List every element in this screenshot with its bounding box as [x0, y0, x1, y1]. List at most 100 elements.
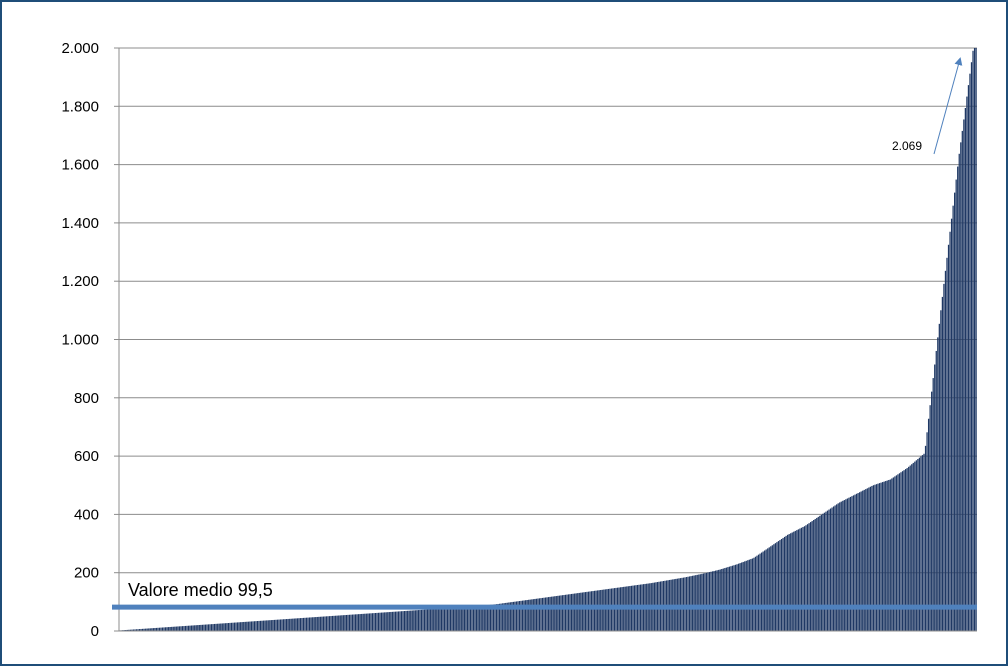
y-tick-label: 1.600: [61, 157, 99, 174]
bar: [695, 575, 697, 631]
axes: [114, 47, 977, 632]
bar: [520, 600, 522, 631]
bar: [250, 621, 253, 631]
bar: [388, 612, 390, 631]
bar: [181, 626, 184, 631]
bar: [137, 629, 139, 631]
bar: [578, 592, 580, 631]
bar: [187, 625, 190, 631]
mean-line-label: Valore medio 99,5: [128, 580, 273, 600]
bar: [192, 625, 194, 631]
bar: [538, 598, 541, 631]
bar: [492, 604, 495, 631]
bar: [298, 618, 300, 631]
bar: [430, 609, 432, 631]
bar: [177, 626, 179, 631]
bar: [138, 629, 141, 631]
bar: [469, 606, 472, 631]
bar: [286, 619, 288, 631]
bar: [537, 598, 539, 631]
bar: [512, 601, 515, 631]
bar: [140, 628, 142, 631]
bar: [915, 460, 917, 631]
bar: [832, 506, 835, 631]
bar: [233, 622, 236, 631]
bar: [351, 614, 354, 631]
bar: [820, 514, 822, 631]
bar: [800, 527, 803, 631]
bar: [892, 477, 894, 631]
bar: [169, 626, 171, 631]
bar: [837, 503, 839, 631]
bar: [877, 483, 879, 631]
bar: [377, 612, 380, 631]
bar: [911, 464, 913, 631]
bar: [319, 616, 321, 631]
bar: [253, 621, 256, 631]
bar: [525, 600, 527, 631]
bar: [203, 624, 205, 631]
bar: [422, 609, 424, 631]
bar: [730, 566, 732, 631]
bar: [836, 504, 838, 631]
bar: [174, 626, 176, 631]
bar: [166, 627, 168, 631]
gridlines: [119, 47, 977, 574]
bar: [745, 560, 747, 631]
bar: [276, 619, 279, 631]
bar: [278, 619, 280, 631]
bar: [191, 625, 193, 631]
bar: [129, 629, 131, 631]
bar: [212, 624, 214, 631]
bar: [373, 613, 375, 631]
bar: [572, 593, 574, 631]
bar: [240, 622, 242, 631]
bar: [900, 472, 902, 631]
bar: [716, 570, 718, 631]
bar: [354, 614, 357, 631]
bar: [263, 620, 265, 631]
bar: [440, 608, 443, 631]
bar: [954, 192, 956, 631]
bar: [909, 465, 911, 631]
bar: [750, 559, 752, 631]
bar: [353, 614, 355, 631]
bar: [224, 623, 226, 631]
bar: [221, 623, 223, 631]
bar: [244, 621, 246, 631]
bar: [207, 624, 210, 631]
bar: [451, 607, 453, 631]
bar: [423, 609, 426, 631]
bar: [569, 594, 571, 631]
bar: [168, 627, 170, 631]
bar: [267, 620, 269, 631]
bar: [774, 543, 777, 631]
bar: [575, 593, 577, 631]
bar: [259, 620, 262, 631]
bar: [382, 612, 384, 631]
bar: [126, 629, 128, 631]
bar: [731, 565, 734, 631]
bar: [901, 471, 904, 631]
bar: [293, 618, 295, 631]
bar: [871, 485, 873, 631]
bar: [932, 378, 934, 631]
bar: [865, 489, 867, 631]
bar: [966, 96, 968, 631]
bar: [560, 595, 562, 631]
bar: [506, 602, 508, 631]
bar: [157, 627, 159, 631]
bar: [227, 623, 230, 631]
bar: [961, 130, 963, 631]
bar: [687, 576, 689, 631]
bar: [503, 603, 505, 631]
bar: [494, 604, 496, 631]
bar: [474, 606, 476, 631]
bar: [577, 593, 579, 631]
bar: [437, 608, 439, 631]
bar: [866, 488, 868, 631]
bar: [287, 618, 289, 631]
bar: [348, 614, 351, 631]
bar: [347, 614, 349, 631]
bar: [612, 588, 614, 631]
